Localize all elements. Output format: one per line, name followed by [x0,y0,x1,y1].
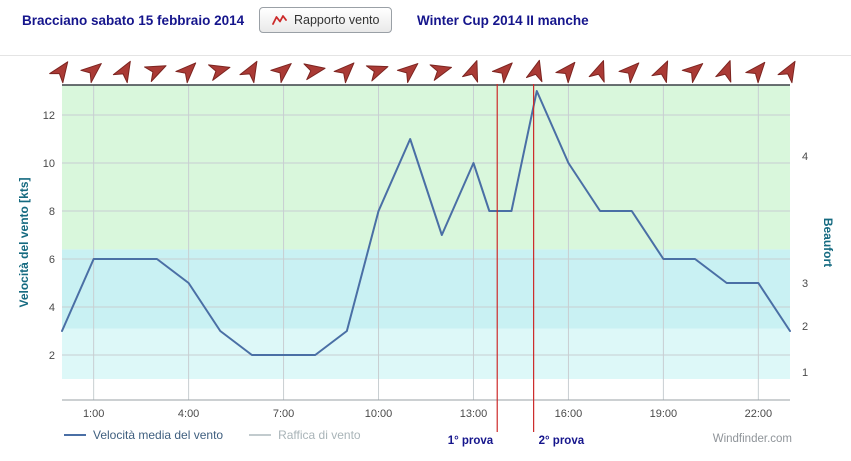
race-marker-label: 1° prova [448,435,494,447]
time-tick-label: 22:00 [745,408,773,420]
kts-tick-label: 10 [43,158,55,170]
beaufort-band [62,328,790,379]
wind-direction-arrow-icon [525,59,543,83]
gust-swatch [249,434,272,436]
beaufort-tick-label: 4 [802,151,808,163]
wind-speed-swatch [64,434,86,436]
y-axis-label-left: Velocità del vento [kts] [17,177,31,307]
legend: Velocità media del vento Raffica di vent… [64,428,361,442]
beaufort-tick-label: 3 [802,278,808,290]
wind-direction-arrow-icon [144,65,167,82]
wind-speed-legend-label: Velocità media del vento [93,428,224,442]
wind-direction-arrow-icon [618,62,640,84]
wind-direction-arrow-icon [745,61,766,84]
wind-direction-arrow-icon [588,60,605,83]
kts-tick-label: 2 [49,350,55,362]
report-title-location-date: Bracciano sabato 15 febbraio 2014 [22,13,245,28]
wind-direction-arrow-icon [715,60,732,83]
wind-direction-arrow-icon [175,62,197,84]
beaufort-tick-label: 1 [802,367,808,379]
wind-direction-arrow-icon [555,61,576,84]
time-tick-label: 7:00 [273,408,294,420]
wind-direction-arrow-icon [462,60,479,83]
kts-tick-label: 6 [49,254,55,266]
wind-direction-arrow-icon [396,63,419,84]
kts-tick-label: 4 [49,302,55,314]
wind-direction-arrow-icon [777,60,796,84]
wind-direction-arrow-icon [333,62,355,84]
wind-direction-arrow-icon [239,60,258,84]
y-axis-label-right: Beaufort [821,218,835,267]
wind-report-button-label: Rapporto vento [294,13,380,27]
beaufort-band [62,249,790,329]
beaufort-tick-label: 2 [802,321,808,333]
windfinder-watermark: Windfinder.com [712,433,792,445]
wind-direction-arrow-icon [303,63,326,81]
wind-direction-arrow-icon [49,61,69,84]
header-divider [0,55,851,56]
time-tick-label: 13:00 [460,408,488,420]
time-tick-label: 16:00 [555,408,583,420]
wind-direction-arrow-icon [651,60,669,83]
wind-speed-line [61,90,791,356]
gust-legend-label: Raffica di vento [278,428,361,442]
legend-item-gust[interactable]: Raffica di vento [249,428,361,442]
wind-direction-arrow-icon [681,63,704,84]
wind-report-zigzag-icon [272,14,287,26]
wind-direction-arrow-icon [429,64,452,81]
time-tick-label: 19:00 [650,408,678,420]
wind-direction-arrow-icon [491,62,513,84]
race-marker-label: 2° prova [539,435,585,447]
time-tick-label: 10:00 [365,408,393,420]
wind-direction-arrow-icon [208,64,231,81]
legend-item-wind-speed[interactable]: Velocità media del vento [64,428,223,442]
wind-direction-arrow-icon [270,63,292,84]
wind-direction-arrow-icon [80,63,102,84]
wind-direction-arrow-icon [365,65,389,82]
time-tick-label: 1:00 [83,408,104,420]
wind-direction-arrow-icon [112,60,131,84]
wind-report-button[interactable]: Rapporto vento [259,7,393,33]
time-tick-label: 4:00 [178,408,199,420]
kts-tick-label: 12 [43,110,55,122]
kts-tick-label: 8 [49,206,55,218]
beaufort-band [62,85,790,250]
event-title: Winter Cup 2014 II manche [417,13,589,28]
